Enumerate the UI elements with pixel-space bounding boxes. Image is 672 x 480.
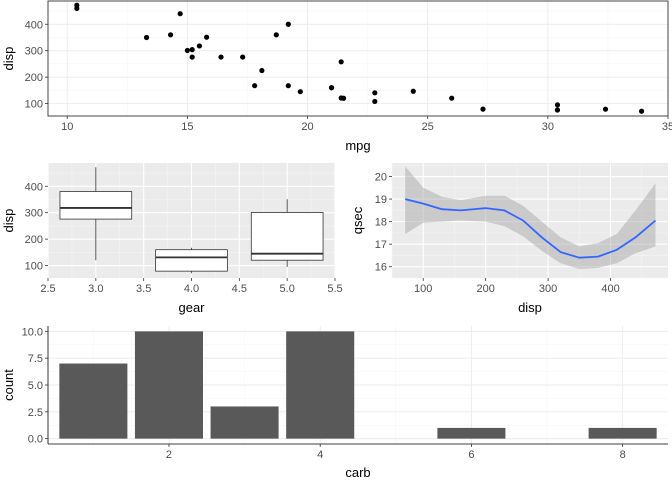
x-tick-label: 8 (620, 449, 626, 461)
y-axis-title: disp (1, 209, 16, 233)
panel-border (47, 0, 669, 117)
y-tick-label: 100 (25, 261, 43, 273)
data-point (273, 32, 279, 38)
y-tick-label: 200 (25, 72, 43, 84)
panel-background (48, 1, 668, 116)
x-tick-label: 4.0 (184, 283, 199, 295)
data-point (328, 85, 335, 91)
x-tick-label: 300 (539, 283, 557, 295)
data-point (285, 21, 291, 27)
data-point (240, 54, 246, 60)
bar (588, 427, 657, 439)
panel-p4: 2 4 6 8 0.0 2.5 5.0 7.5 10.0 carb count (1, 326, 668, 480)
bar (134, 331, 203, 439)
y-tick-label: 2.5 (28, 407, 43, 419)
x-tick-label: 35 (662, 121, 672, 133)
x-tick-label: 30 (542, 121, 554, 133)
x-tick-label: 20 (301, 121, 313, 133)
x-tick-label: 2.5 (40, 283, 55, 295)
data-point (167, 32, 174, 38)
box-iqr (155, 249, 228, 272)
box-iqr (59, 191, 133, 220)
y-tick-label: 300 (25, 46, 43, 58)
panel-background (392, 163, 668, 278)
bar (210, 406, 279, 439)
data-point (638, 108, 645, 114)
data-point (259, 67, 265, 74)
bar (59, 363, 128, 439)
bar (286, 331, 355, 439)
x-axis-title: carb (345, 465, 370, 480)
x-tick-label: 2 (166, 449, 172, 461)
data-point (218, 54, 224, 60)
x-axis-title: mpg (345, 138, 370, 153)
data-point (204, 34, 210, 40)
y-tick-label: 10.0 (22, 326, 43, 338)
y-tick-label: 7.5 (28, 353, 43, 365)
panel-p3: 100 200 300 400 16 17 18 19 20 disp qsec (350, 163, 668, 315)
y-tick-label: 400 (25, 181, 43, 193)
data-point (602, 106, 609, 112)
data-point (143, 34, 150, 41)
x-tick-label: 3.0 (88, 283, 103, 295)
data-point (177, 11, 183, 17)
data-point (338, 95, 344, 101)
y-tick-label: 19 (375, 194, 387, 206)
x-tick-label: 5.0 (280, 283, 295, 295)
data-point (372, 90, 378, 96)
y-tick-label: 300 (25, 208, 43, 220)
panel-p1: 10 15 20 25 30 35 100 200 300 400 mpg disp (1, 0, 672, 153)
y-tick-label: 400 (25, 19, 43, 31)
y-axis-title: count (1, 369, 16, 401)
y-tick-label: 16 (375, 262, 387, 274)
x-tick-label: 400 (601, 283, 619, 295)
smooth-line (404, 198, 657, 259)
y-tick-label: 5.0 (28, 380, 43, 392)
y-axis-title: disp (1, 47, 16, 71)
data-point (372, 98, 378, 105)
y-tick-label: 200 (25, 234, 43, 246)
y-tick-label: 100 (25, 99, 43, 111)
x-tick-label: 6 (468, 449, 474, 461)
data-point (480, 106, 486, 112)
data-point (252, 83, 258, 89)
data-point (74, 5, 80, 12)
data-point (285, 83, 291, 89)
data-point (196, 43, 202, 49)
x-tick-label: 4.5 (232, 283, 247, 295)
data-point (184, 47, 190, 54)
confidence-band (405, 166, 656, 269)
data-point (297, 89, 303, 95)
data-point (410, 88, 416, 94)
y-tick-label: 0.0 (28, 434, 43, 446)
x-tick-label: 5.5 (327, 283, 342, 295)
y-tick-label: 20 (375, 172, 387, 184)
x-tick-label: 3.5 (136, 283, 151, 295)
data-point (449, 95, 455, 101)
data-point (189, 54, 195, 60)
box-iqr (250, 212, 324, 261)
y-tick-label: 17 (375, 239, 387, 251)
y-axis-title: qsec (350, 206, 365, 234)
bar (437, 427, 506, 439)
data-point (554, 107, 561, 113)
x-tick-label: 15 (181, 121, 193, 133)
data-point (338, 59, 344, 65)
x-tick-label: 4 (317, 449, 323, 461)
x-tick-label: 25 (422, 121, 434, 133)
panel-p2: 2.5 3.0 3.5 4.0 4.5 5.0 5.5 100 200 300 400 gear dis… (1, 163, 343, 315)
data-point (554, 102, 561, 108)
x-axis-title: disp (518, 300, 542, 315)
x-tick-label: 10 (61, 121, 73, 133)
x-tick-label: 200 (476, 283, 494, 295)
x-tick-label: 100 (414, 283, 432, 295)
y-tick-label: 18 (375, 217, 387, 229)
data-point (189, 47, 195, 53)
x-axis-title: gear (178, 300, 205, 315)
